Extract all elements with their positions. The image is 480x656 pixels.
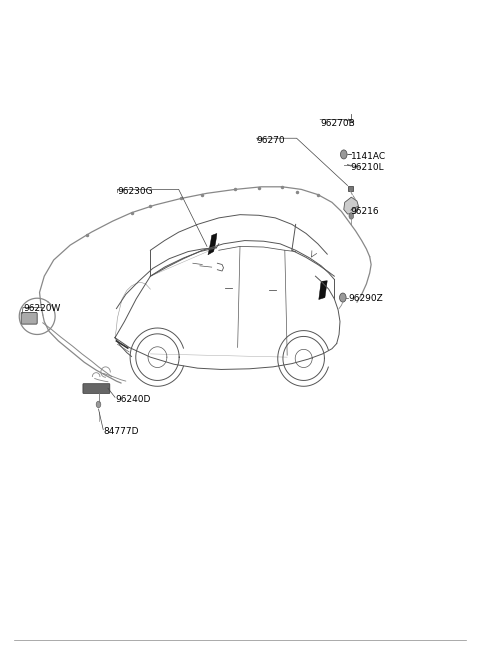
Bar xyxy=(348,186,353,191)
Polygon shape xyxy=(319,281,327,300)
Text: 96270B: 96270B xyxy=(320,119,355,129)
Text: 84777D: 84777D xyxy=(103,427,139,436)
Polygon shape xyxy=(344,197,359,214)
FancyBboxPatch shape xyxy=(83,384,110,394)
Circle shape xyxy=(349,213,354,219)
Text: 96240D: 96240D xyxy=(115,395,150,403)
Circle shape xyxy=(339,293,346,302)
Circle shape xyxy=(96,401,101,407)
Text: 96230G: 96230G xyxy=(118,188,153,197)
Text: 96270: 96270 xyxy=(256,136,285,145)
Text: 96220W: 96220W xyxy=(23,304,60,313)
Text: 96290Z: 96290Z xyxy=(348,295,383,303)
Circle shape xyxy=(340,150,347,159)
Text: 96216: 96216 xyxy=(351,207,380,216)
Text: 1141AC: 1141AC xyxy=(351,152,386,161)
Polygon shape xyxy=(208,234,217,255)
FancyBboxPatch shape xyxy=(21,312,37,324)
Text: 96210L: 96210L xyxy=(351,163,384,172)
